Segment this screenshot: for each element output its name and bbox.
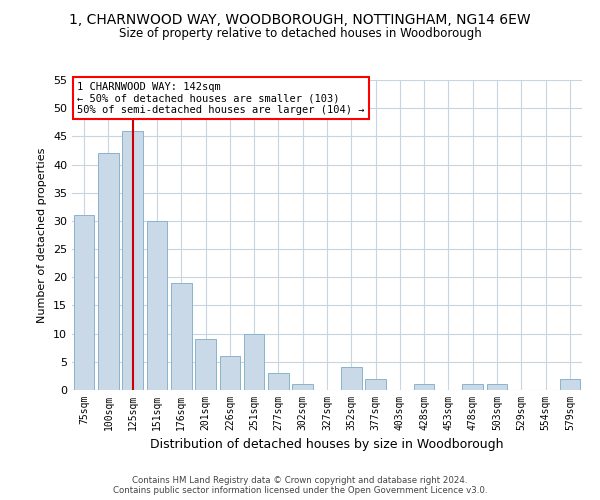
Y-axis label: Number of detached properties: Number of detached properties <box>37 148 47 322</box>
Bar <box>268 373 289 390</box>
Bar <box>414 384 434 390</box>
Bar <box>220 356 240 390</box>
Bar <box>365 378 386 390</box>
Bar <box>74 216 94 390</box>
X-axis label: Distribution of detached houses by size in Woodborough: Distribution of detached houses by size … <box>150 438 504 452</box>
Bar <box>122 130 143 390</box>
Bar <box>487 384 508 390</box>
Text: Size of property relative to detached houses in Woodborough: Size of property relative to detached ho… <box>119 28 481 40</box>
Bar <box>341 368 362 390</box>
Bar <box>292 384 313 390</box>
Text: Contains HM Land Registry data © Crown copyright and database right 2024.
Contai: Contains HM Land Registry data © Crown c… <box>113 476 487 495</box>
Bar <box>171 283 191 390</box>
Bar <box>146 221 167 390</box>
Bar <box>244 334 265 390</box>
Bar <box>98 154 119 390</box>
Text: 1, CHARNWOOD WAY, WOODBOROUGH, NOTTINGHAM, NG14 6EW: 1, CHARNWOOD WAY, WOODBOROUGH, NOTTINGHA… <box>69 12 531 26</box>
Bar <box>463 384 483 390</box>
Text: 1 CHARNWOOD WAY: 142sqm
← 50% of detached houses are smaller (103)
50% of semi-d: 1 CHARNWOOD WAY: 142sqm ← 50% of detache… <box>77 82 365 115</box>
Bar <box>195 340 216 390</box>
Bar <box>560 378 580 390</box>
